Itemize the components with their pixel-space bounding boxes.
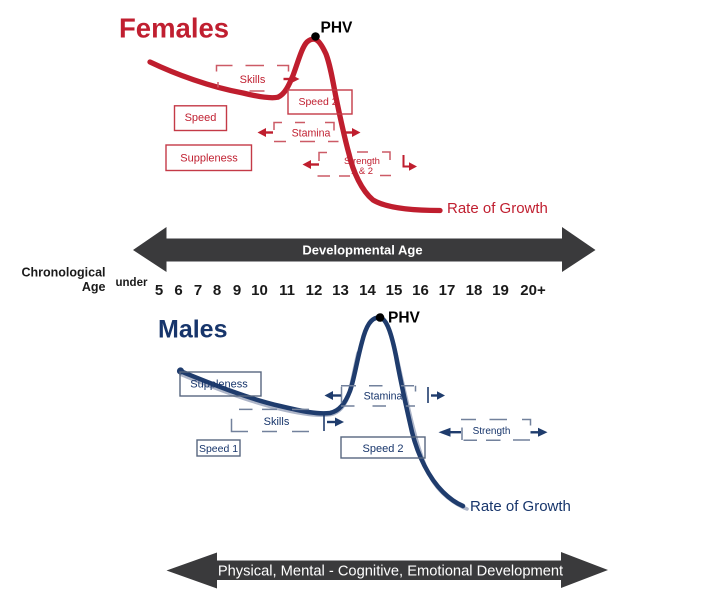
svg-text:Speed: Speed — [185, 112, 217, 124]
svg-text:Skills: Skills — [240, 74, 266, 86]
svg-text:9: 9 — [233, 282, 241, 299]
svg-text:Stamina: Stamina — [292, 128, 331, 140]
svg-text:Speed 2: Speed 2 — [298, 96, 337, 108]
svg-text:PHV: PHV — [388, 310, 421, 327]
svg-text:under: under — [116, 277, 148, 289]
svg-text:13: 13 — [332, 282, 349, 299]
svg-text:1 & 2: 1 & 2 — [351, 166, 373, 177]
svg-text:8: 8 — [213, 282, 221, 299]
svg-text:5: 5 — [155, 282, 163, 299]
svg-text:Suppleness: Suppleness — [190, 379, 248, 391]
svg-text:Females: Females — [119, 13, 229, 44]
svg-text:15: 15 — [386, 282, 403, 299]
svg-text:Skills: Skills — [264, 416, 290, 428]
svg-text:14: 14 — [359, 282, 376, 299]
svg-text:Rate of Growth: Rate of Growth — [447, 200, 548, 217]
svg-text:Chronological: Chronological — [21, 266, 105, 280]
svg-text:7: 7 — [194, 282, 202, 299]
svg-text:Males: Males — [158, 316, 227, 344]
svg-text:20+: 20+ — [520, 282, 546, 299]
svg-text:18: 18 — [466, 282, 483, 299]
svg-text:Strength: Strength — [344, 156, 380, 167]
svg-text:Stamina: Stamina — [364, 391, 403, 403]
svg-text:Speed 1: Speed 1 — [199, 443, 238, 455]
svg-text:Physical, Mental - Cognitive,: Physical, Mental - Cognitive, Emotional … — [218, 564, 563, 580]
svg-text:Age: Age — [82, 280, 106, 294]
svg-text:16: 16 — [412, 282, 429, 299]
svg-text:Rate of Growth: Rate of Growth — [470, 498, 571, 515]
svg-text:19: 19 — [492, 282, 509, 299]
svg-text:Speed 2: Speed 2 — [363, 443, 404, 455]
svg-text:Suppleness: Suppleness — [180, 153, 238, 165]
svg-text:10: 10 — [251, 282, 268, 299]
svg-text:6: 6 — [174, 282, 182, 299]
svg-text:Strength: Strength — [473, 426, 511, 437]
svg-text:11: 11 — [279, 282, 295, 299]
svg-text:17: 17 — [439, 282, 456, 299]
svg-text:Developmental Age: Developmental Age — [302, 243, 422, 258]
svg-text:12: 12 — [306, 282, 323, 299]
svg-text:PHV: PHV — [321, 20, 354, 37]
